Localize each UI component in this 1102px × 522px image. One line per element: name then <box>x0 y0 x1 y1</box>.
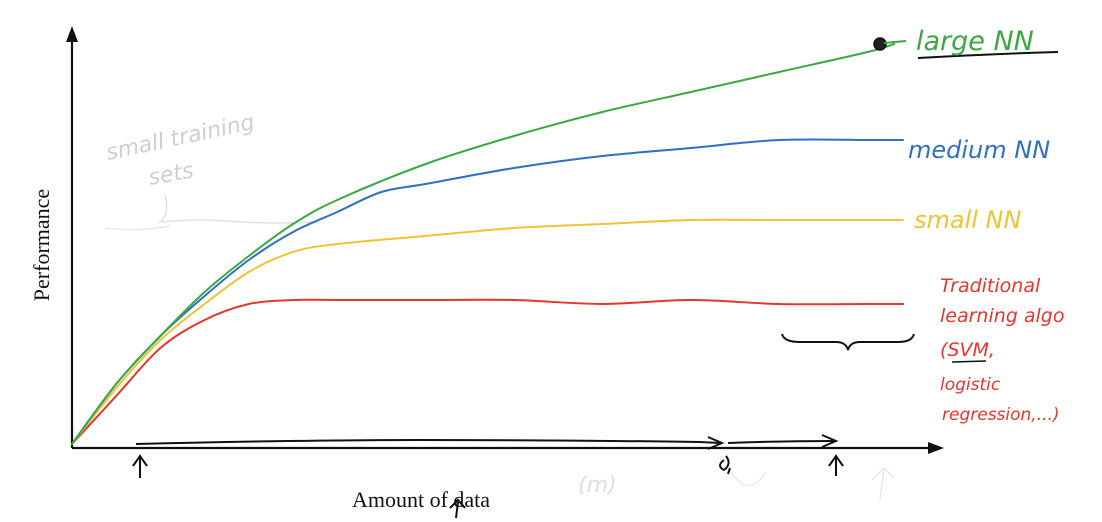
data-range-arrowhead-2 <box>821 434 839 448</box>
series-labels: large NN medium NN small NN Traditional … <box>908 26 1065 425</box>
label-traditional-line1: Traditional <box>940 275 1041 297</box>
series-line-traditional <box>71 298 904 445</box>
series-line-small-nn <box>71 218 904 445</box>
label-medium-nn: medium NN <box>908 136 1050 164</box>
data-range-stroke-1 <box>135 438 721 445</box>
y-axis-arrowhead <box>66 26 78 42</box>
faint-brace-stroke-2 <box>104 225 171 231</box>
svm-underline <box>951 360 987 363</box>
large-nn-leader-line <box>883 40 907 44</box>
faint-arrow <box>871 467 895 501</box>
series-layer <box>71 43 904 445</box>
large-data-arrow <box>828 454 844 476</box>
faint-label-sets: sets <box>147 158 196 190</box>
large-nn-underline <box>917 51 1059 59</box>
black-annotations <box>132 333 915 519</box>
large-nn-marker <box>873 37 1059 59</box>
faint-label-small-training: small training <box>104 110 257 166</box>
axes <box>66 26 944 454</box>
x-axis-title: Amount of data <box>352 487 490 512</box>
label-small-nn: small NN <box>914 206 1022 234</box>
label-traditional-line4: logistic <box>940 375 1001 395</box>
label-traditional-line5: regression,...) <box>942 405 1060 425</box>
faint-brace-stroke <box>157 194 319 224</box>
series-line-large-nn <box>71 43 896 445</box>
label-traditional-line3: (SVM, <box>940 339 995 361</box>
mid-data-hook-tail <box>727 467 731 475</box>
data-range-stroke-2 <box>727 440 835 444</box>
label-large-nn: large NN <box>916 26 1034 57</box>
faint-curve <box>729 469 767 487</box>
large-nn-endpoint-dot <box>873 37 887 51</box>
label-traditional-line2: learning algo <box>940 305 1065 327</box>
data-range-arrowhead-1 <box>707 436 725 450</box>
curly-brace <box>781 333 915 351</box>
series-line-medium-nn <box>71 138 904 445</box>
x-axis-arrowhead <box>928 442 944 454</box>
faint-label-m: (m) <box>578 473 617 498</box>
mid-data-hook <box>719 455 730 472</box>
y-axis-title: Performance <box>29 189 54 301</box>
small-data-arrow <box>132 454 148 478</box>
amount-of-data-caret <box>449 498 466 519</box>
